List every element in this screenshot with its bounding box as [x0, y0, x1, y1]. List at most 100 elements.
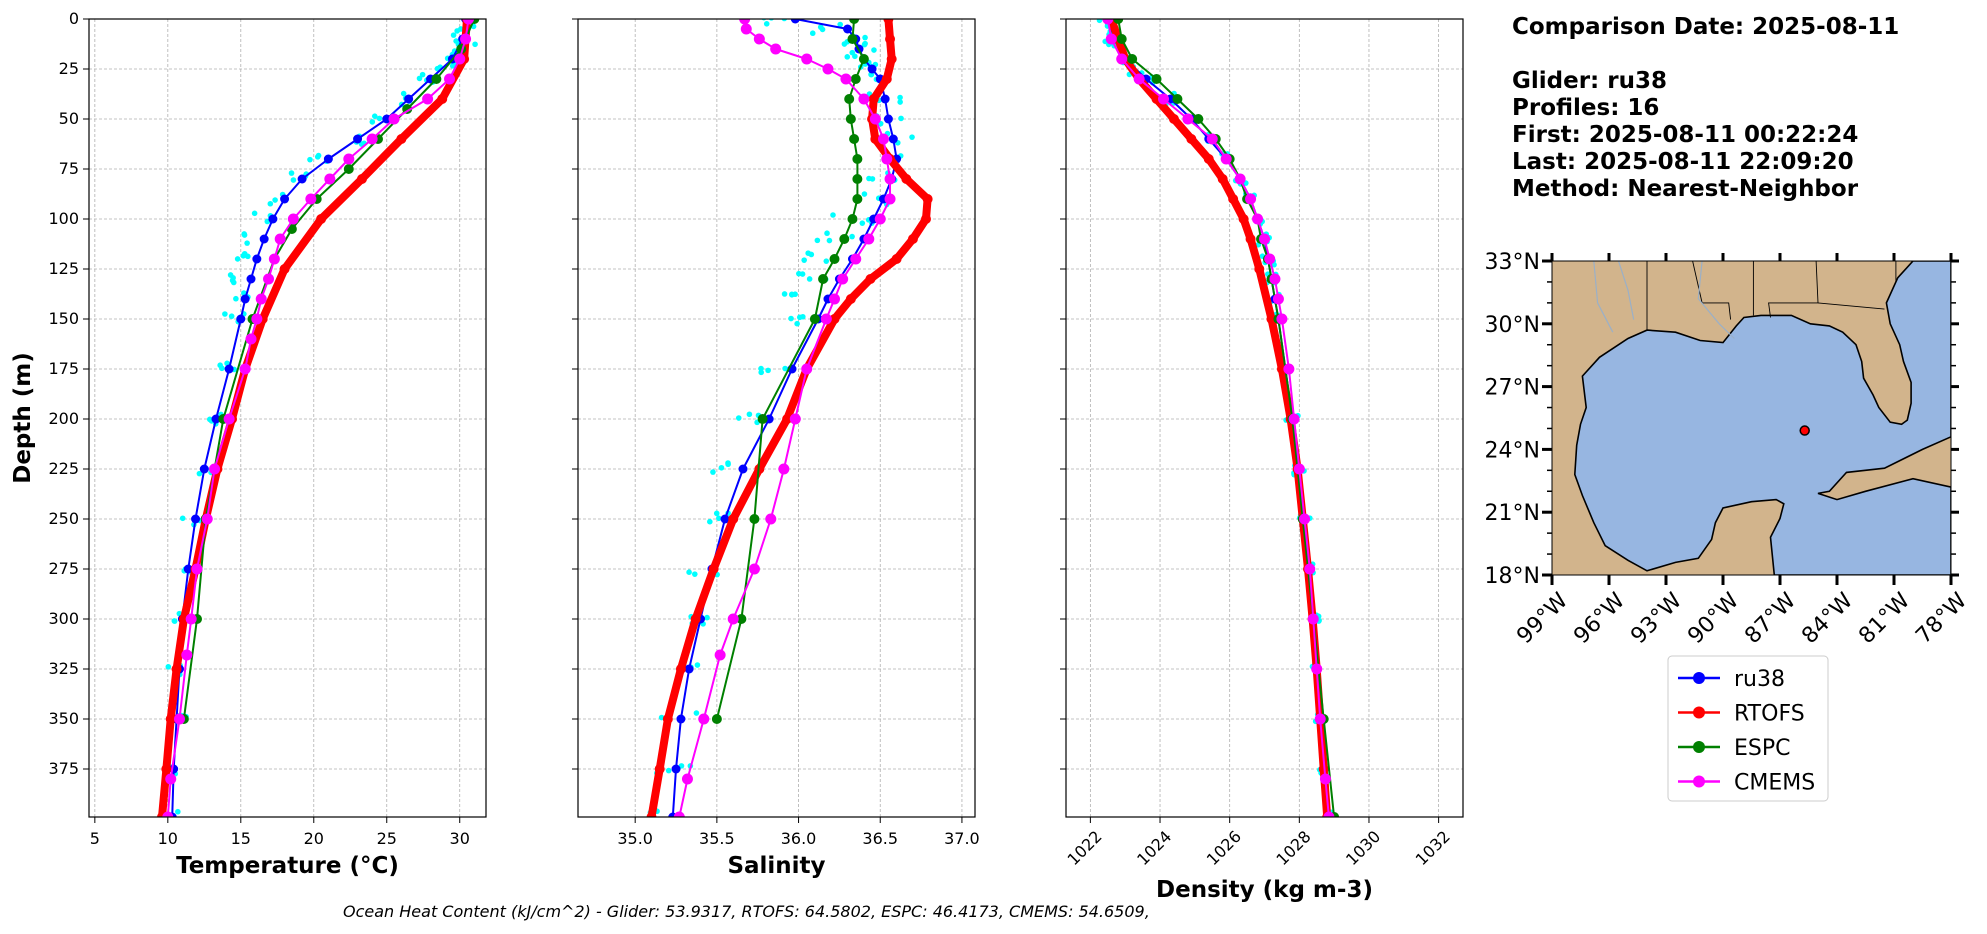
x-tick-label: 1026 [1203, 827, 1245, 869]
scatter-point [358, 141, 365, 147]
comparison-date: Comparison Date: 2025-08-11 [1512, 14, 1900, 40]
lon-label: 78°W [1911, 588, 1972, 649]
data-point-cmems [201, 513, 213, 525]
data-point-rtofs [1245, 234, 1256, 244]
data-point-cmems [858, 93, 870, 105]
data-point-cmems [1319, 773, 1331, 785]
data-point-espc [852, 194, 863, 204]
data-point-rtofs [1186, 134, 1197, 144]
scatter-point [824, 230, 830, 237]
scatter-point [686, 569, 692, 575]
data-point-cmems [366, 133, 378, 145]
data-point-espc [849, 134, 860, 144]
scatter-point [472, 41, 478, 48]
x-tick-label: 36.0 [781, 829, 817, 848]
scatter-point [219, 365, 225, 372]
scatter-point [315, 152, 322, 159]
data-point-ru38 [211, 414, 221, 424]
scatter-point [179, 515, 186, 522]
scatter-point [290, 177, 297, 183]
scatter-glider-profiles [158, 19, 478, 817]
data-point-espc [1127, 54, 1138, 64]
data-point-ru38 [720, 514, 730, 524]
scatter-point [307, 156, 313, 163]
y-axis-label: Depth (m) [10, 352, 36, 484]
scatter-point [241, 231, 248, 237]
legend-box [1667, 655, 1829, 802]
data-point-cmems [1272, 293, 1284, 305]
river [1617, 261, 1635, 320]
data-point-espc [757, 414, 768, 424]
data-point-ru38 [843, 24, 853, 34]
y-tick-label: 150 [48, 309, 79, 328]
data-point-rtofs [1168, 114, 1179, 124]
last-profile-time: Last: 2025-08-11 22:09:20 [1512, 149, 1854, 175]
scatter-point [897, 94, 903, 101]
data-point-cmems [460, 33, 472, 45]
scatter-point [837, 21, 843, 28]
lon-label: 87°W [1740, 588, 1801, 649]
state-border [1692, 261, 1732, 320]
scatter-point [817, 24, 824, 30]
lat-label: 33°N [1485, 250, 1540, 275]
data-point-espc [845, 114, 856, 124]
data-point-rtofs [881, 74, 892, 84]
lon-label: 93°W [1626, 588, 1687, 649]
data-point-cmems [1259, 233, 1270, 245]
data-point-ru38 [280, 194, 290, 204]
scatter-point [716, 515, 722, 522]
scatter-point [681, 817, 687, 823]
legend-marker [1693, 741, 1705, 753]
data-point-rtofs [868, 94, 879, 104]
scatter-point [830, 212, 836, 218]
series-line-espc [1117, 19, 1336, 817]
scatter-point [799, 271, 806, 277]
scatter-point [234, 256, 241, 262]
scatter-point [244, 240, 250, 246]
data-point-rtofs [708, 564, 719, 574]
data-point-cmems [840, 73, 852, 85]
river [1593, 261, 1614, 333]
data-point-cmems [239, 363, 251, 375]
scatter-point [196, 470, 203, 477]
data-point-cmems [828, 293, 840, 305]
data-point-cmems [454, 53, 466, 65]
data-point-espc [736, 614, 747, 624]
data-point-espc [847, 214, 858, 224]
comparison-info: Comparison Date: 2025-08-11 Glider: ru38… [1512, 14, 1899, 203]
y-tick-label: 250 [48, 509, 79, 528]
data-point-rtofs [891, 254, 902, 264]
gridlines [1066, 18, 1463, 817]
gulf-of-mexico [1573, 261, 1951, 575]
lon-label: 81°W [1854, 588, 1915, 649]
data-point-cmems [753, 33, 765, 45]
y-tick-label: 275 [48, 559, 79, 578]
legend-entry-rtofs: RTOFS [1678, 702, 1805, 727]
data-point-espc [818, 274, 829, 284]
data-point-cmems [869, 113, 881, 125]
x-tick-label: 37.0 [944, 829, 980, 848]
data-point-rtofs [907, 234, 918, 244]
data-point-cmems [324, 173, 336, 185]
axes-frame [577, 18, 976, 818]
panel-temperature: 5 10 15 20 25 3002550751001251501752002252502… [10, 9, 487, 879]
scatter-point [809, 30, 816, 37]
scatter-point [449, 63, 456, 69]
y-tick-label: 0 [69, 9, 79, 28]
data-point-cmems [863, 233, 875, 245]
scatter-point [222, 311, 228, 317]
series-rtofs [156, 19, 473, 817]
data-point-espc [1193, 114, 1204, 124]
plot-area [1096, 19, 1340, 817]
scatter-point [288, 170, 295, 176]
scatter-point [844, 54, 851, 60]
scatter-point [691, 571, 698, 577]
scatter-point [849, 233, 855, 240]
data-point-rtofs [675, 664, 686, 674]
data-point-espc [809, 314, 820, 324]
data-point-cmems [698, 713, 710, 725]
data-point-espc [829, 254, 840, 264]
scatter-point [707, 518, 713, 525]
scatter-point [898, 115, 904, 122]
scatter-point [826, 237, 833, 244]
